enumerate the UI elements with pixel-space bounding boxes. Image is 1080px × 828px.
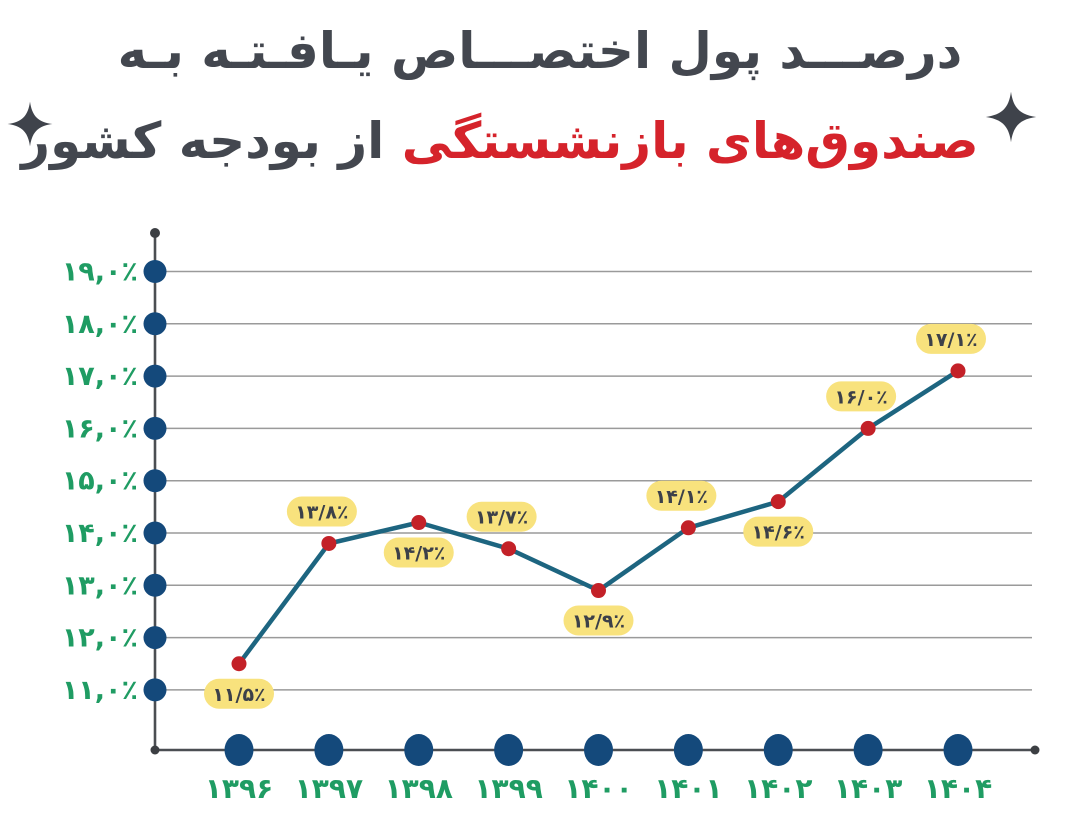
x-tick-label: ۱۴۰۰	[564, 772, 632, 805]
y-tick-label: ۱۶,۰٪	[62, 413, 138, 444]
title-highlight-pension-funds: صندوق‌های بازنشستگی	[401, 112, 980, 170]
data-point	[501, 541, 517, 557]
data-point	[321, 535, 337, 551]
value-label-pill	[743, 516, 814, 547]
value-label-pill	[826, 381, 897, 412]
y-tick-label: ۱۲,۰٪	[62, 623, 138, 654]
x-tick-dot	[763, 734, 793, 766]
title-line-2: صندوق‌های بازنشستگی از بودجه کشور	[0, 112, 1040, 170]
value-label: ۱۴/۲٪	[392, 543, 445, 565]
data-point	[770, 494, 786, 510]
x-tick-label: ۱۴۰۱	[654, 772, 722, 805]
y-tick-label: ۱۳,۰٪	[62, 570, 138, 601]
y-tick-dot	[143, 521, 167, 545]
data-point	[680, 520, 696, 536]
value-label: ۱۳/۷٪	[475, 507, 528, 529]
sparkle-icon	[7, 101, 53, 147]
y-tick-dot	[143, 364, 167, 388]
value-label: ۱۴/۶٪	[752, 522, 805, 544]
x-tick-label: ۱۳۹۶	[205, 772, 273, 805]
value-label-pill	[646, 480, 717, 511]
value-label-pill	[916, 323, 986, 354]
value-label: ۱۷/۱٪	[924, 329, 977, 351]
data-point	[950, 363, 966, 379]
y-tick-label: ۱۵,۰٪	[62, 466, 138, 497]
data-point	[591, 583, 606, 599]
y-tick-label: ۱۷,۰٪	[62, 361, 138, 392]
x-axis-origin-dot	[150, 745, 160, 755]
y-tick-label: ۱۸,۰٪	[62, 309, 138, 340]
x-tick-dot	[494, 734, 524, 766]
x-tick-dot	[853, 734, 883, 766]
value-label-pill	[204, 678, 274, 709]
value-label: ۱۱/۵٪	[212, 684, 265, 706]
y-tick-dot	[143, 678, 167, 702]
value-label-pill	[563, 605, 634, 636]
value-label: ۱۲/۹٪	[572, 611, 625, 633]
x-tick-label: ۱۳۹۸	[385, 772, 453, 805]
x-tick-label: ۱۳۹۷	[295, 772, 363, 805]
data-point	[231, 656, 247, 672]
x-tick-dot	[943, 734, 973, 766]
value-label-pill	[383, 537, 454, 568]
value-label: ۱۳/۸٪	[295, 501, 348, 523]
title-rest-of-budget: از بودجه کشور	[21, 112, 385, 170]
data-point	[411, 515, 427, 531]
x-tick-dot	[314, 734, 344, 766]
x-tick-dot	[404, 734, 434, 766]
y-tick-dot	[143, 312, 167, 336]
x-tick-label: ۱۴۰۲	[744, 772, 812, 805]
x-tick-label: ۱۴۰۴	[924, 772, 992, 805]
y-tick-dot	[143, 469, 167, 493]
value-label: ۱۴/۱٪	[655, 486, 708, 508]
y-axis-top-dot	[150, 228, 160, 238]
x-tick-label: ۱۴۰۳	[834, 772, 902, 805]
x-tick-dot	[673, 734, 703, 766]
y-tick-dot	[143, 626, 167, 650]
y-tick-label: ۱۱,۰٪	[62, 675, 138, 706]
title-line-1: درصـــد پول اختصـــاص یـافـتـه بـه	[117, 22, 964, 80]
sparkle-icon	[985, 91, 1037, 143]
pension-budget-line-chart: ۱۹,۰٪ ۱۸,۰٪ ۱۷,۰٪ ۱۶,۰٪ ۱۵,۰٪ ۱۴,۰٪ ۱۳,۰٪ ۱۲,۰٪…	[62, 228, 1040, 805]
x-axis-end-dot	[1030, 745, 1040, 755]
data-point	[860, 420, 876, 436]
x-tick-label: ۱۳۹۹	[474, 772, 542, 805]
y-tick-dot	[143, 260, 167, 283]
value-label: ۱۶/۰٪	[834, 386, 887, 408]
y-tick-label: ۱۴,۰٪	[62, 518, 138, 549]
x-tick-dot	[584, 734, 613, 766]
y-tick-label: ۱۹,۰٪	[62, 257, 138, 288]
value-label-pill	[466, 501, 537, 532]
y-tick-dot	[143, 416, 167, 440]
x-tick-dot	[224, 734, 254, 766]
value-label-pill	[286, 496, 357, 527]
y-tick-dot	[143, 573, 167, 597]
